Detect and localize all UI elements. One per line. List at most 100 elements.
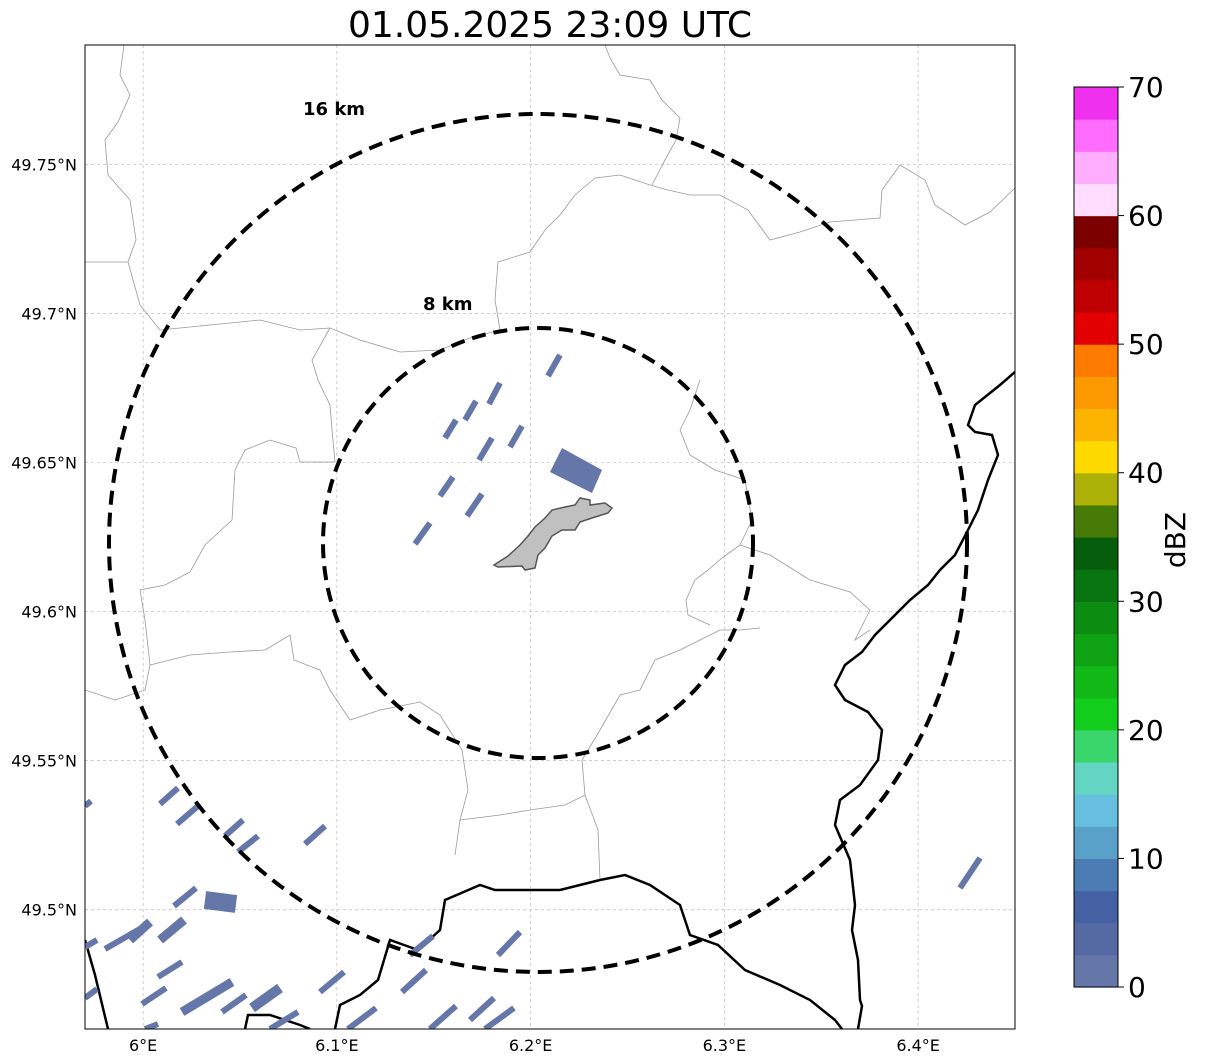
echo-cell: [467, 995, 497, 1023]
range-ring-16km: [107, 112, 969, 974]
axis-ticks: 6°E 6.1°E 6.2°E 6.3°E 6.4°E 49.5°N 49.55°N 49.6…: [11, 155, 940, 1055]
admin-boundary-3: [494, 164, 1015, 331]
echo-cell: [140, 985, 168, 1007]
lat-tick-label: 49.65°N: [11, 453, 77, 472]
colorbar-swatch: [1074, 472, 1118, 506]
echo-cell: [157, 916, 187, 944]
echo-cell: [346, 1005, 378, 1029]
lon-tick-label: 6.1°E: [315, 1036, 359, 1055]
echo-cell: [318, 969, 346, 995]
colorbar-swatch: [1074, 762, 1118, 795]
map-title: 01.05.2025 23:09 UTC: [347, 5, 753, 46]
echo-cell: [223, 817, 245, 839]
echo-cell: [203, 891, 238, 913]
border-south[interactable]: [85, 873, 843, 1029]
colorbar-frame: [1073, 86, 1119, 988]
echo-cell: [172, 885, 198, 909]
echo-cell: [507, 424, 525, 449]
echo-cell: [957, 856, 983, 890]
colorbar: 0 10 20 30 40 50 60 70: [1073, 71, 1164, 1004]
echo-cell: [268, 1009, 300, 1029]
echo-cell: [476, 436, 495, 462]
lat-tick-label: 49.75°N: [11, 155, 77, 174]
range-rings: [107, 112, 969, 974]
colorbar-swatch: [1074, 87, 1118, 120]
admin-boundary-10: [739, 544, 871, 642]
colorbar-tick-label: 0: [1128, 971, 1146, 1004]
admin-boundary-5: [85, 327, 336, 701]
lat-tick-label: 49.6°N: [21, 603, 77, 622]
colorbar-tick-label: 60: [1128, 200, 1164, 233]
map-frame: [84, 44, 1016, 1030]
echo-cell: [158, 785, 180, 807]
lon-tick-label: 6.4°E: [896, 1036, 940, 1055]
echo-cell: [464, 492, 485, 518]
echo-cell: [412, 521, 433, 546]
echo-cell: [143, 1021, 160, 1029]
echo-cell: [486, 381, 503, 406]
colorbar-swatch: [1074, 729, 1118, 763]
colorbar-swatch: [1074, 922, 1118, 956]
admin-boundary-1: [85, 45, 137, 263]
range-ring-8km: [321, 326, 755, 760]
echo-cell: [236, 833, 260, 855]
colorbar-swatch: [1074, 215, 1118, 249]
colorbar-swatch: [1074, 440, 1118, 474]
lon-tick-label: 6.2°E: [509, 1036, 553, 1055]
echo-cell: [126, 918, 154, 944]
colorbar-tick-label: 30: [1128, 585, 1164, 618]
echo-cell: [179, 978, 235, 1016]
lon-tick-label: 6.3°E: [703, 1036, 747, 1055]
colorbar-swatch: [1074, 633, 1118, 667]
colorbar-swatch: [1074, 312, 1118, 345]
lon-tick-label: 6°E: [129, 1036, 157, 1055]
echo-cell: [483, 1005, 516, 1029]
echo-cell: [462, 399, 479, 422]
map-area[interactable]: 8 km 16 km: [85, 45, 1015, 1029]
echo-cell: [249, 983, 283, 1013]
colorbar-swatch: [1074, 376, 1118, 410]
colorbar-swatch: [1074, 408, 1118, 442]
colorbar-tick-label: 50: [1128, 328, 1164, 361]
admin-boundary-2: [127, 261, 501, 353]
colorbar-swatch: [1074, 279, 1118, 313]
echo-cell: [302, 823, 328, 847]
colorbar-swatch: [1074, 858, 1118, 892]
echo-large-cell[interactable]: [550, 448, 602, 493]
echo-cell: [545, 353, 563, 378]
colorbar-swatch: [1074, 697, 1118, 731]
colorbar-swatch: [1074, 794, 1118, 827]
echo-cell: [85, 798, 93, 809]
range-ring-label-16km: 16 km: [303, 99, 365, 120]
colorbar-swatch: [1074, 537, 1118, 570]
colorbar-swatch: [1074, 569, 1118, 602]
echo-cell: [495, 929, 523, 958]
colorbar-tick-label: 40: [1128, 457, 1164, 490]
colorbar-tick-label: 70: [1128, 71, 1164, 104]
city-area[interactable]: [492, 497, 614, 571]
admin-boundary-4: [604, 45, 681, 186]
lat-tick-label: 49.5°N: [21, 901, 77, 920]
colorbar-swatch: [1074, 247, 1118, 281]
range-ring-label-8km: 8 km: [423, 294, 473, 315]
echo-cell: [175, 803, 200, 827]
echo-cell: [442, 418, 459, 440]
echo-cell: [437, 475, 456, 498]
admin-boundary-8: [581, 627, 761, 796]
echo-cell: [156, 959, 184, 980]
colorbar-swatch: [1074, 601, 1118, 635]
lat-tick-label: 49.55°N: [11, 752, 77, 771]
echo-cell: [85, 986, 99, 1001]
colorbar-swatch: [1074, 826, 1118, 860]
colorbar-tick-label: 20: [1128, 714, 1164, 747]
colorbar-swatch: [1074, 119, 1118, 152]
colorbar-swatch: [1074, 665, 1118, 699]
lat-tick-label: 49.7°N: [21, 304, 77, 323]
border-east[interactable]: [833, 371, 1015, 1029]
admin-boundary-9: [679, 379, 753, 626]
echo-cell: [399, 967, 429, 995]
colorbar-tick-label: 10: [1128, 842, 1164, 875]
colorbar-swatch: [1074, 344, 1118, 377]
admin-boundary-6: [149, 634, 469, 856]
